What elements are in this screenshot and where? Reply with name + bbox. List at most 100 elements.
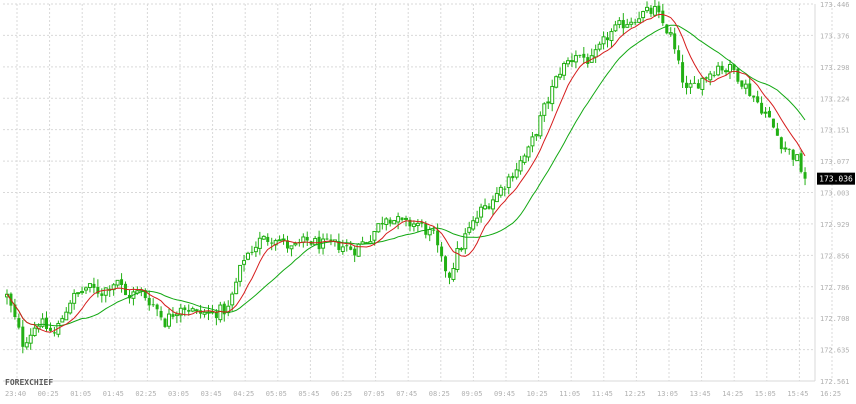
candle	[740, 80, 744, 90]
y-tick-label: 172.635	[820, 347, 850, 355]
candle	[60, 315, 65, 323]
x-tick-label: 13:45	[690, 390, 711, 398]
candle	[80, 286, 85, 295]
y-axis: 173.446 173.376 173.298 173.224 173.151 173.0…	[814, 1, 850, 386]
candle	[791, 148, 795, 166]
candle	[542, 102, 547, 122]
candle	[708, 70, 713, 86]
candle	[277, 235, 282, 242]
candle	[218, 301, 223, 323]
candle	[534, 133, 539, 141]
x-tick-label: 03:05	[168, 390, 189, 398]
candle	[550, 79, 555, 112]
candle	[253, 241, 258, 258]
candle	[155, 303, 159, 317]
candle	[52, 327, 56, 337]
candle	[566, 57, 571, 67]
y-tick-label: 172.786	[820, 284, 850, 292]
candle	[783, 141, 788, 153]
candle	[411, 220, 416, 232]
candle	[28, 328, 33, 350]
candle	[467, 221, 472, 235]
candle	[506, 173, 511, 195]
candle	[103, 287, 108, 303]
candle	[388, 217, 392, 227]
candle	[530, 132, 535, 153]
candle	[767, 106, 771, 118]
candle	[487, 203, 491, 210]
candle	[360, 236, 365, 245]
candle	[250, 245, 254, 255]
y-tick-label: 172.929	[820, 221, 850, 229]
candle	[799, 149, 803, 174]
ma-fast-line	[6, 13, 806, 333]
candle	[190, 306, 195, 313]
candle	[613, 20, 618, 33]
current-price-tag: 173.036	[817, 172, 855, 185]
y-tick-label: 173.077	[820, 158, 850, 166]
candle	[763, 107, 768, 118]
candle	[226, 300, 231, 317]
x-tick-label: 05:45	[298, 390, 319, 398]
y-tick-label: 173.298	[820, 64, 850, 72]
x-tick-label: 07:45	[396, 390, 417, 398]
candle	[471, 216, 476, 232]
candle	[558, 67, 563, 80]
candle	[756, 90, 760, 104]
candle	[447, 271, 451, 285]
candle	[490, 195, 495, 215]
x-tick-label: 13:05	[657, 390, 678, 398]
candle	[752, 95, 756, 103]
candle	[597, 41, 602, 52]
candle	[440, 241, 444, 262]
candle	[518, 155, 523, 175]
candle	[202, 308, 207, 318]
candle	[621, 13, 625, 36]
y-tick-label: 172.561	[820, 378, 850, 386]
candle	[245, 251, 250, 261]
candle	[64, 307, 69, 321]
candle	[732, 63, 736, 74]
candle	[48, 322, 52, 332]
candle	[92, 277, 96, 294]
candle	[498, 184, 503, 198]
candle	[637, 11, 642, 23]
candle	[451, 262, 456, 282]
candle	[230, 291, 235, 311]
candle	[463, 228, 468, 254]
x-tick-label: 01:45	[103, 390, 124, 398]
candle	[562, 61, 567, 81]
candle	[72, 289, 77, 310]
candle	[329, 234, 333, 246]
candle	[503, 186, 507, 197]
ma-slow-line	[6, 24, 806, 327]
candle	[289, 245, 294, 257]
candle	[151, 298, 155, 307]
x-tick-label: 23:40	[5, 390, 26, 398]
candle	[68, 300, 73, 315]
candle	[700, 77, 705, 96]
candle	[787, 148, 791, 155]
candle	[748, 76, 752, 97]
candle	[242, 255, 247, 272]
y-tick-label: 173.151	[820, 127, 850, 135]
candle	[143, 288, 147, 301]
candle	[589, 48, 594, 63]
candle	[483, 198, 488, 210]
candle	[349, 240, 353, 251]
candle	[760, 96, 764, 115]
x-tick-label: 11:05	[559, 390, 580, 398]
candle	[337, 233, 341, 254]
candle	[353, 245, 357, 263]
candle	[115, 279, 120, 288]
candle	[743, 79, 748, 95]
candle	[13, 298, 17, 320]
y-tick-label: 173.224	[820, 95, 850, 103]
x-tick-label: 05:05	[266, 390, 287, 398]
candle	[771, 118, 775, 129]
x-tick-label: 12:25	[624, 390, 645, 398]
candle	[45, 311, 49, 332]
candle	[222, 301, 226, 322]
